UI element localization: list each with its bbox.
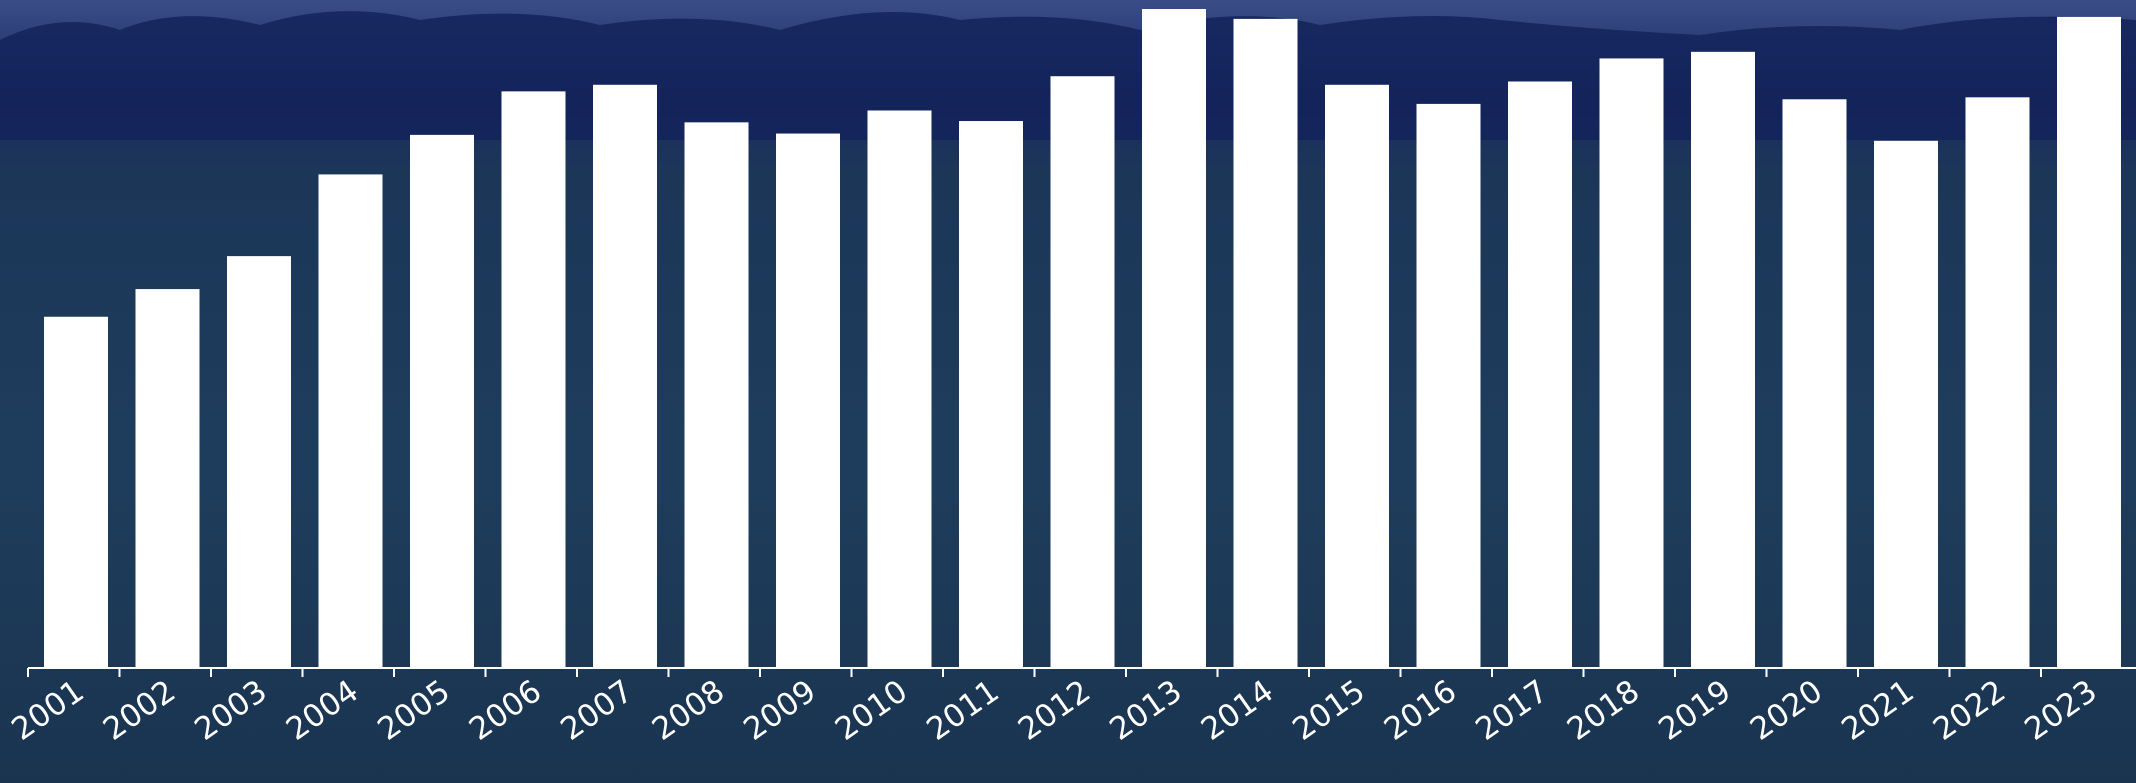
bar-2011	[959, 121, 1023, 668]
x-tick-label-2022: 2022	[1927, 673, 2012, 748]
bar-2020	[1782, 99, 1847, 668]
x-axis-ticks	[27, 668, 2042, 677]
bar-2006	[501, 91, 566, 668]
x-tick-label-2003: 2003	[188, 673, 273, 748]
bar-2018	[1599, 58, 1664, 669]
x-tick-label-2017: 2017	[1469, 673, 1554, 748]
x-tick-label-2011: 2011	[920, 673, 1005, 748]
bar-2021	[1874, 140, 1938, 669]
x-tick-label-2002: 2002	[97, 673, 182, 748]
x-tick-label-2004: 2004	[280, 673, 365, 748]
bar-2019	[1691, 51, 1755, 668]
bar-2007	[593, 84, 657, 668]
x-tick-label-2001: 2001	[5, 673, 90, 748]
x-tick-label-2005: 2005	[371, 673, 456, 748]
bar-2005	[410, 134, 474, 668]
x-tick-label-2015: 2015	[1286, 673, 1371, 748]
x-tick-label-2012: 2012	[1012, 673, 1097, 748]
bar-2002	[135, 289, 200, 668]
bar-2013	[1142, 9, 1206, 668]
x-axis-labels: 2001 2002 2003 2004 2005 2006 2007 2008 2009 2010…	[5, 673, 2103, 748]
x-tick-label-2019: 2019	[1652, 673, 1737, 748]
bar-2017	[1508, 81, 1572, 669]
x-tick-label-2020: 2020	[1744, 673, 1829, 748]
x-tick-label-2013: 2013	[1103, 673, 1188, 748]
bar-2008	[684, 122, 749, 668]
bar-2012	[1050, 76, 1115, 668]
bar-2014	[1233, 18, 1298, 668]
bar-2023	[2057, 16, 2121, 668]
bar-2004	[318, 174, 383, 668]
bar-2015	[1325, 84, 1389, 668]
bar-2016	[1416, 103, 1481, 668]
bar-2022	[1965, 97, 2030, 668]
x-tick-label-2006: 2006	[463, 673, 548, 748]
x-tick-label-2008: 2008	[646, 673, 731, 748]
x-tick-label-2021: 2021	[1835, 673, 1920, 748]
x-tick-label-2023: 2023	[2018, 673, 2103, 748]
x-tick-label-2010: 2010	[829, 673, 914, 748]
x-tick-label-2016: 2016	[1378, 673, 1463, 748]
x-tick-label-2018: 2018	[1561, 673, 1646, 748]
x-tick-label-2007: 2007	[554, 673, 639, 748]
x-tick-label-2014: 2014	[1195, 673, 1280, 748]
x-tick-label-2009: 2009	[737, 673, 822, 748]
bar-2003	[227, 256, 291, 668]
bar-2010	[867, 110, 932, 668]
bars-group	[44, 9, 2121, 669]
bar-2001	[44, 316, 108, 668]
bar-2009	[776, 133, 840, 668]
